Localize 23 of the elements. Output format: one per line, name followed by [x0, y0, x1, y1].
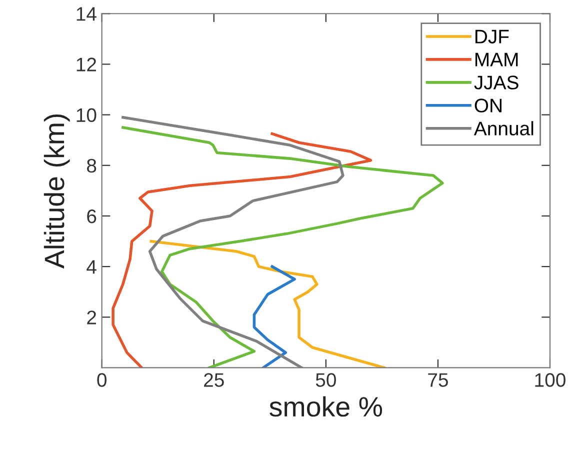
line-series [252, 265, 296, 368]
legend-label: MAM [475, 52, 518, 66]
y-tick-label: 12 [76, 58, 96, 72]
y-tick-label: 2 [87, 310, 96, 324]
legend-label: JJAS [474, 76, 518, 90]
x-tick-label: 25 [204, 373, 224, 387]
legend-label: DJF [475, 30, 509, 44]
y-tick-label: 8 [87, 158, 96, 173]
y-tick-label: 10 [76, 108, 96, 122]
x-axis-title: smoke % [270, 396, 382, 417]
line-series [112, 132, 372, 368]
legend-label: ON [474, 98, 502, 112]
legend-label: Annual [474, 121, 534, 136]
x-tick-label: 0 [97, 373, 106, 387]
x-tick-label: 50 [316, 373, 336, 387]
y-tick-label: 4 [86, 260, 96, 274]
x-tick-label: 75 [428, 373, 448, 387]
y-tick-label: 6 [87, 209, 96, 224]
x-tick-label: 100 [535, 373, 566, 387]
line-series [122, 126, 444, 368]
line-series [150, 240, 386, 368]
y-tick-label: 14 [76, 7, 96, 21]
y-axis-title: Altitude (km) [44, 114, 70, 269]
